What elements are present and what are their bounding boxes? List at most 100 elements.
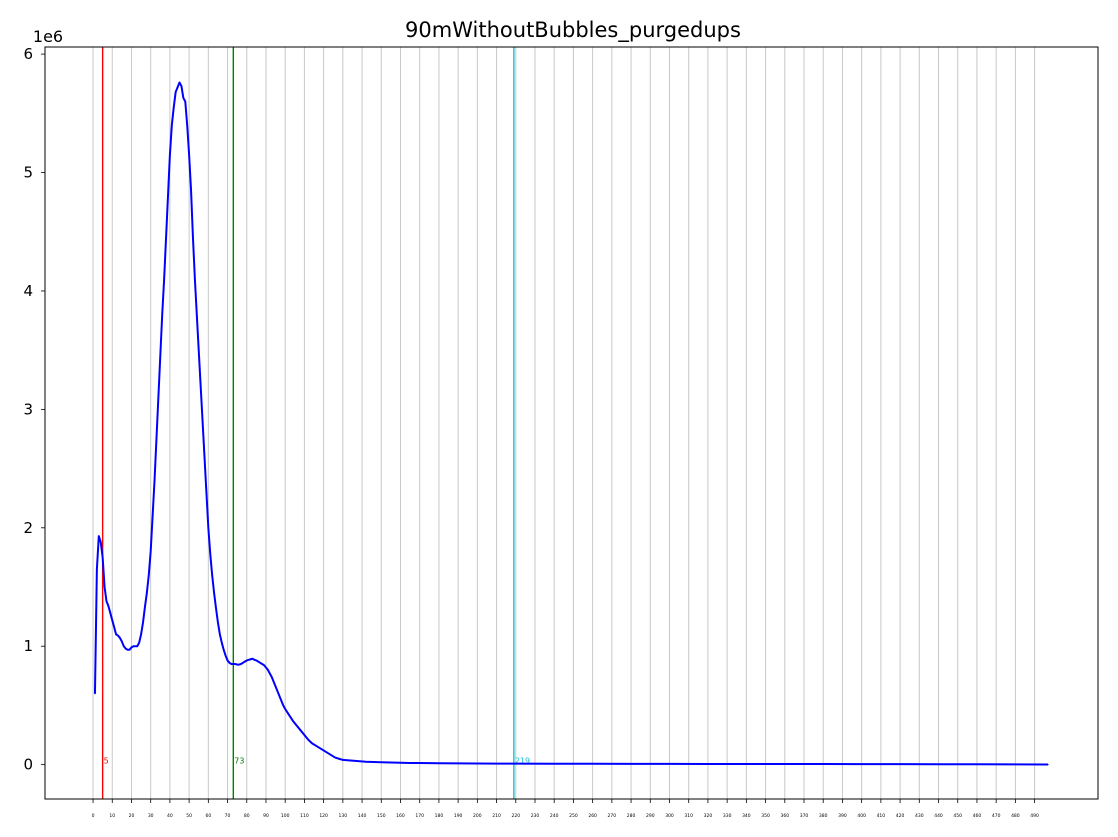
data-point (288, 714, 290, 716)
data-point (155, 438, 158, 440)
data-point (495, 762, 498, 765)
x-tick-label: 460 (973, 813, 982, 819)
data-point (190, 189, 192, 191)
data-point (215, 607, 217, 609)
data-point (419, 762, 421, 764)
data-point (180, 85, 183, 87)
data-point (130, 646, 133, 649)
x-tick-label: 290 (646, 813, 655, 819)
data-point (380, 761, 382, 763)
data-point (630, 763, 632, 765)
data-point (357, 760, 359, 762)
y-tick-label: 6 (23, 45, 33, 63)
data-point (223, 649, 225, 651)
data-point (250, 658, 252, 660)
data-point (271, 676, 273, 678)
x-tick-label: 350 (761, 813, 770, 819)
data-point (207, 527, 209, 529)
data-point (267, 669, 269, 671)
data-point (196, 314, 198, 316)
data-point (307, 739, 309, 741)
x-tick-label: 240 (550, 813, 559, 819)
data-point (244, 661, 246, 663)
data-point (211, 574, 213, 576)
data-point (515, 762, 517, 765)
data-point (315, 745, 317, 747)
data-point (226, 659, 229, 662)
data-point (103, 586, 106, 588)
data-point (102, 556, 104, 559)
data-point (121, 640, 123, 643)
x-tick-label: 180 (435, 813, 444, 819)
data-point (592, 763, 594, 765)
x-tick-label: 310 (684, 813, 693, 819)
x-tick-label: 250 (569, 813, 578, 819)
data-point (303, 734, 306, 736)
data-point (1047, 763, 1049, 766)
data-point (148, 574, 150, 576)
data-point (161, 314, 163, 316)
data-point (228, 662, 231, 664)
data-point (265, 666, 267, 669)
data-point (111, 619, 113, 621)
data-point (319, 747, 321, 749)
x-tick-label: 170 (415, 813, 424, 819)
data-series (93, 81, 1049, 766)
data-point (140, 633, 142, 635)
x-tick-label: 20 (129, 813, 135, 819)
data-point (269, 672, 271, 675)
data-point (176, 86, 179, 88)
x-tick-label: 380 (819, 813, 828, 819)
x-tick-label: 320 (704, 813, 713, 819)
data-point (230, 663, 232, 665)
data-point (113, 626, 115, 628)
data-point (119, 637, 121, 639)
data-point (169, 154, 171, 156)
data-point (213, 592, 215, 594)
data-point (259, 662, 261, 664)
x-tick-label: 150 (377, 813, 386, 819)
x-tick-label: 120 (319, 813, 328, 819)
data-point (390, 761, 392, 764)
y-axis-offset-label: 1e6 (33, 27, 63, 46)
x-tick-label: 330 (723, 813, 732, 819)
data-point (128, 649, 131, 651)
data-point (107, 605, 110, 607)
x-tick-label: 90 (263, 813, 269, 819)
x-tick-label: 10 (109, 813, 115, 819)
data-point (246, 659, 248, 662)
data-point (132, 645, 134, 647)
data-point (232, 663, 234, 665)
y-tick-label: 0 (23, 756, 33, 774)
data-point (263, 664, 265, 666)
data-point (109, 612, 111, 614)
data-point (192, 237, 194, 239)
series-line (93, 81, 1049, 766)
x-tick-label: 480 (1011, 813, 1020, 819)
data-point (255, 659, 257, 662)
data-point (311, 742, 313, 744)
data-point (296, 724, 298, 727)
data-point (142, 621, 144, 624)
data-point (1014, 763, 1016, 766)
y-tick-label: 4 (23, 282, 33, 300)
data-point (221, 642, 223, 644)
x-axis-ticks: 0 10 20 30 40 50 60 70 80 90 100 110 120 130 140 150 160… (92, 799, 1039, 819)
data-point (707, 763, 709, 765)
x-tick-label: 60 (205, 813, 211, 819)
data-point (159, 355, 161, 357)
x-tick-label: 420 (896, 813, 905, 819)
data-point (123, 645, 125, 647)
data-point (409, 762, 411, 764)
x-tick-label: 230 (531, 813, 540, 819)
data-point (238, 663, 240, 666)
data-point (438, 762, 440, 764)
data-point (125, 648, 127, 650)
data-point (372, 761, 375, 763)
data-point (209, 553, 211, 555)
data-point (157, 396, 159, 399)
data-point (278, 695, 281, 697)
x-tick-label: 440 (934, 813, 943, 819)
data-point (175, 91, 177, 93)
